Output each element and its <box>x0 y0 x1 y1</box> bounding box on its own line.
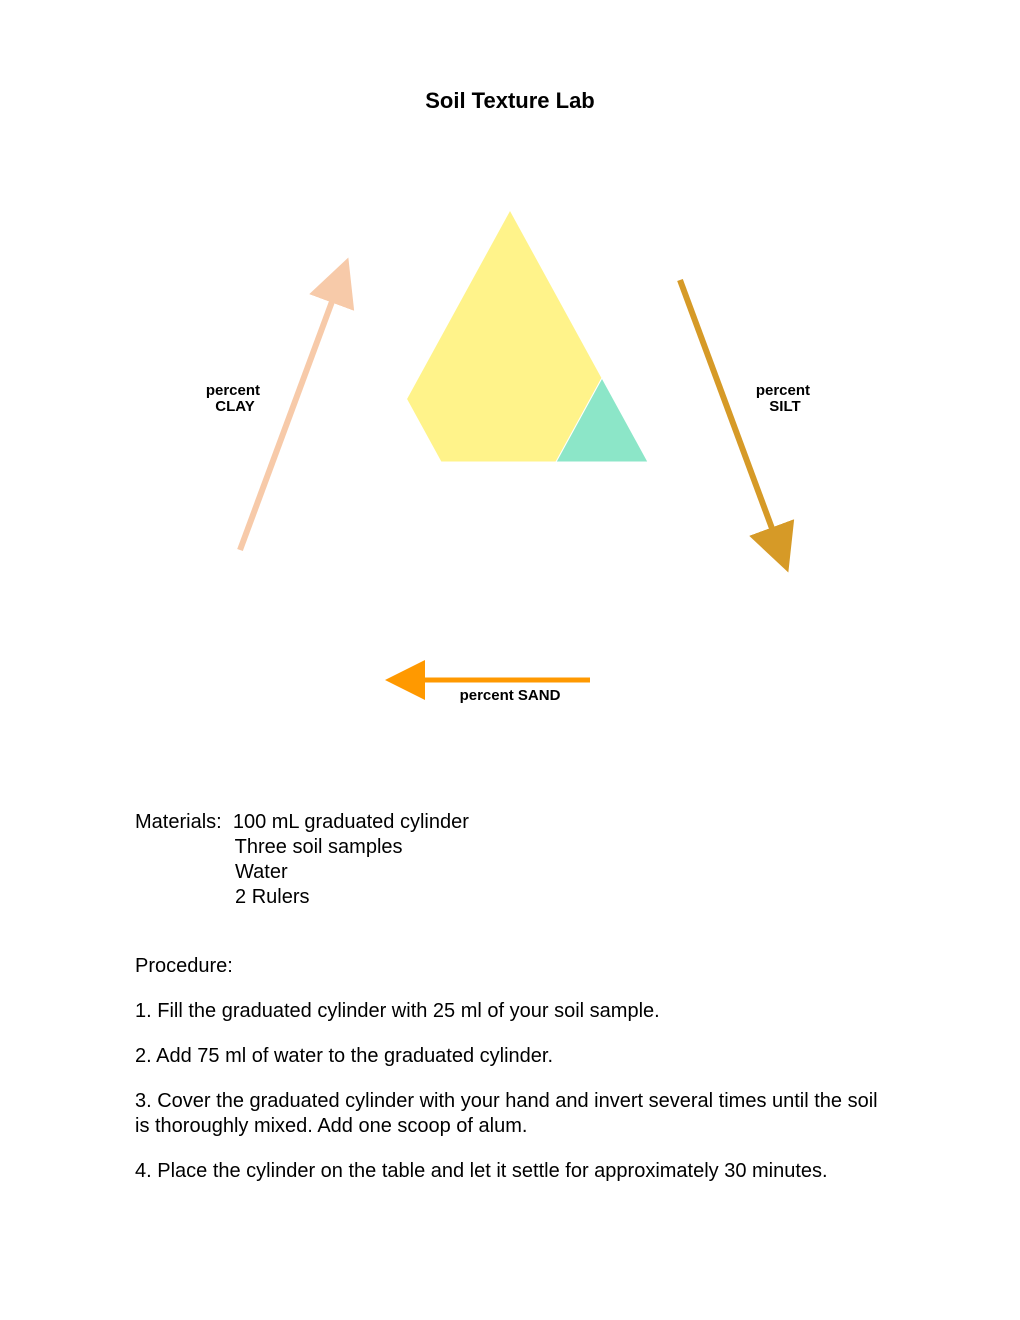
ternary-diagram-svg: percent CLAY percent SILT percent SAND <box>160 170 860 720</box>
clay-axis-arrow <box>240 280 340 550</box>
document-body: Materials: 100 mL graduated cylinder Thr… <box>135 810 895 1184</box>
page-title: Soil Texture Lab <box>0 88 1020 114</box>
clay-axis-label: percent CLAY <box>206 382 264 415</box>
sand-axis-label: percent SAND <box>460 687 561 704</box>
materials-block: Materials: 100 mL graduated cylinder Thr… <box>135 810 895 910</box>
soil-texture-triangle: percent CLAY percent SILT percent SAND <box>160 170 860 720</box>
procedure-step: 2. Add 75 ml of water to the graduated c… <box>135 1044 895 1069</box>
material-item: Water <box>235 861 288 883</box>
material-item: 100 mL graduated cylinder <box>233 811 469 833</box>
procedure-step: 4. Place the cylinder on the table and l… <box>135 1159 895 1184</box>
material-item: 2 Rulers <box>235 886 309 908</box>
silt-axis-arrow <box>680 280 780 550</box>
silt-axis-label: percent SILT <box>756 382 814 415</box>
procedure-step: 1. Fill the graduated cylinder with 25 m… <box>135 999 895 1024</box>
region-clay <box>407 210 603 462</box>
procedure-label: Procedure: <box>135 954 895 979</box>
procedure-step: 3. Cover the graduated cylinder with you… <box>135 1089 895 1139</box>
material-item: Three soil samples <box>235 836 403 858</box>
materials-label: Materials: <box>135 811 222 833</box>
